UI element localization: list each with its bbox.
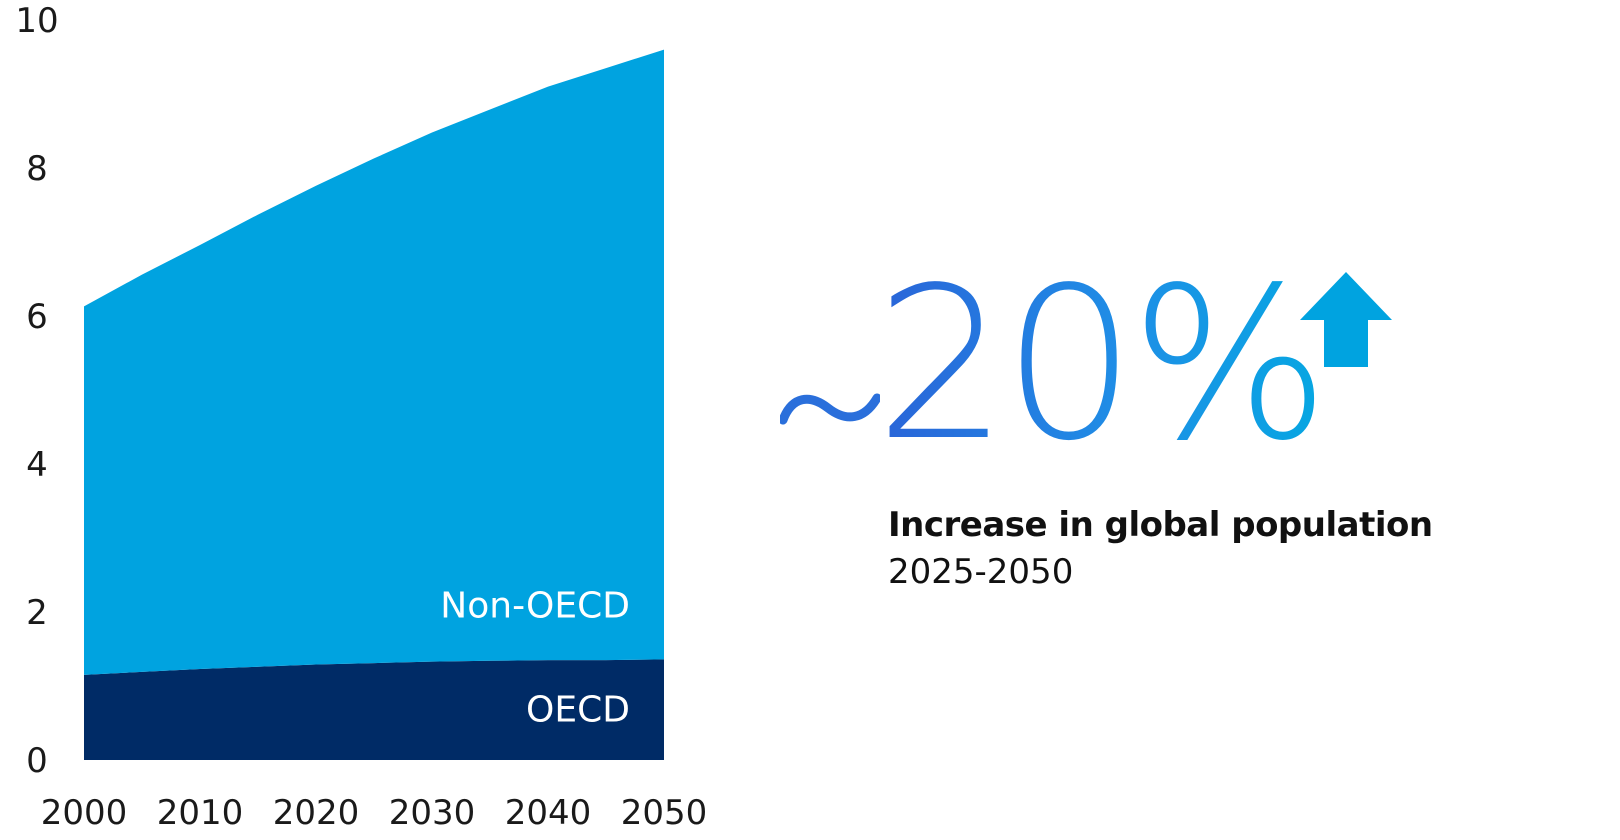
x-tick-label: 2010 — [157, 793, 244, 833]
population-chart: OECD Non-OECD 0 2 4 6 8 10 2000 2010 2020 2030 2040 2… — [15, 1, 708, 833]
x-tick-label: 2040 — [505, 793, 592, 833]
series-label-non-oecd: Non-OECD — [440, 585, 630, 626]
x-tick-label: 2000 — [41, 793, 128, 833]
tilde-icon — [780, 393, 880, 425]
stat-period: 2025-2050 — [888, 552, 1074, 592]
arrow-up-icon — [1300, 272, 1392, 367]
area-oecd — [84, 659, 664, 760]
y-tick-label: 2 — [26, 593, 48, 633]
x-tick-label: 2030 — [389, 793, 476, 833]
x-tick-label: 2050 — [621, 793, 708, 833]
x-tick-label: 2020 — [273, 793, 360, 833]
series-label-oecd: OECD — [526, 690, 630, 731]
stat-caption: Increase in global population — [888, 505, 1433, 545]
y-tick-label: 10 — [15, 1, 58, 41]
population-growth-callout: 20% Increase in global population 2025-2… — [780, 242, 1433, 592]
area-non-oecd — [84, 49, 664, 675]
stat-value: 20% — [875, 242, 1330, 487]
y-tick-label: 0 — [26, 741, 48, 781]
y-tick-label: 8 — [26, 149, 48, 189]
y-tick-label: 6 — [26, 297, 48, 337]
y-tick-label: 4 — [26, 445, 48, 485]
